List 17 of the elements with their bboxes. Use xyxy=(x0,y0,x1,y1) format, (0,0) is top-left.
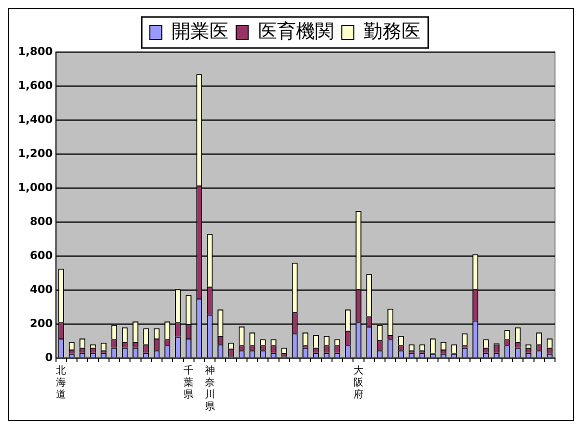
legend-label: 医育機関 xyxy=(258,20,334,42)
y-tick-label: 400 xyxy=(30,282,54,296)
y-tick-label: 1,600 xyxy=(18,78,54,92)
x-tick-label: 千葉県 xyxy=(184,364,194,401)
legend-label: 勤務医 xyxy=(363,20,420,42)
y-tick-label: 1,000 xyxy=(18,180,54,194)
y-tick-label: 1,800 xyxy=(18,44,54,58)
y-tick-label: 0 xyxy=(45,350,54,364)
x-tick-label: 神奈川県 xyxy=(204,364,215,413)
y-tick-label: 200 xyxy=(30,316,54,330)
x-tick-label: 大阪府 xyxy=(354,364,364,401)
y-tick-label: 600 xyxy=(30,248,54,262)
y-tick-label: 1,200 xyxy=(18,146,54,160)
legend-label: 開業医 xyxy=(171,20,228,42)
y-tick-label: 800 xyxy=(30,214,54,228)
x-tick-label: 北海道 xyxy=(56,364,66,401)
y-tick-label: 1,400 xyxy=(18,112,54,126)
